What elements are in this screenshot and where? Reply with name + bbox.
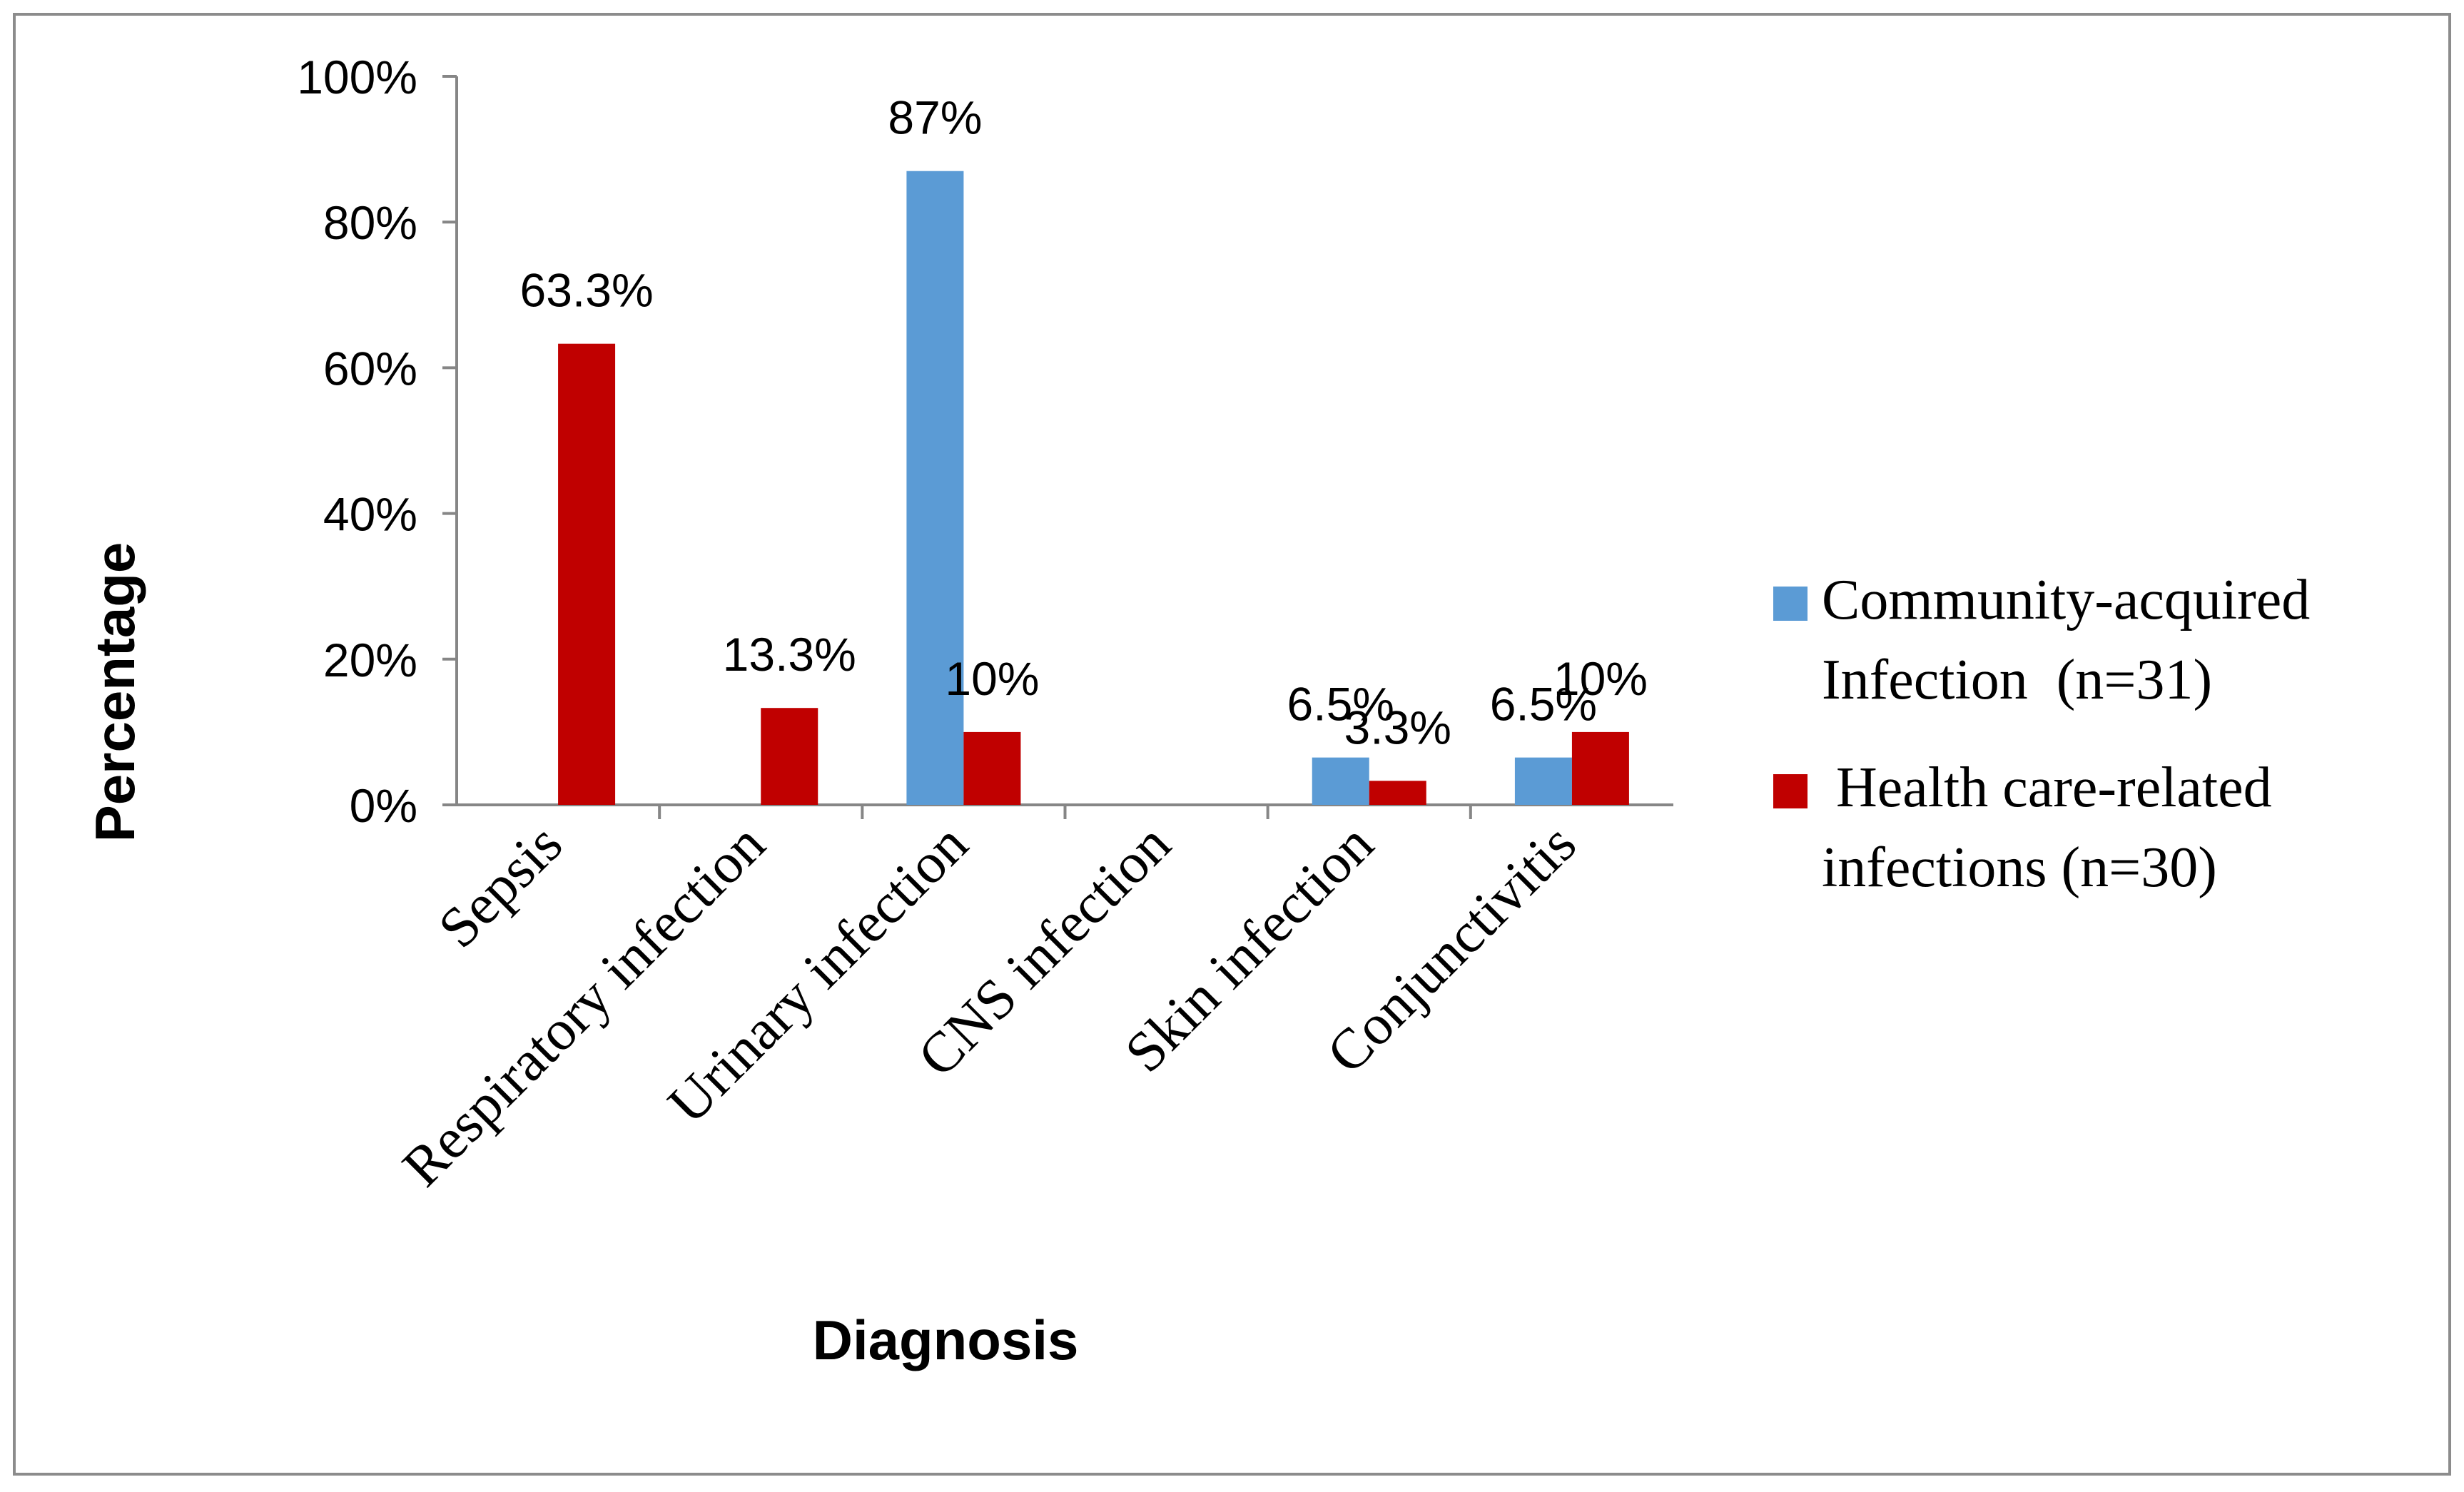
legend: Community-acquired Infection (n=31) Healt… bbox=[1773, 569, 2310, 899]
data-label: 3.3% bbox=[1344, 701, 1451, 753]
data-label: 6.5% bbox=[1490, 678, 1597, 731]
bar bbox=[963, 731, 1021, 805]
bar bbox=[1514, 757, 1572, 805]
data-label: 13.3% bbox=[723, 628, 856, 681]
chart-border bbox=[13, 13, 2451, 1476]
axes bbox=[442, 75, 1673, 819]
bar bbox=[1312, 757, 1369, 805]
bar bbox=[558, 343, 616, 805]
bars bbox=[558, 171, 1629, 806]
bar bbox=[761, 708, 818, 805]
y-tick-label: 20% bbox=[323, 634, 417, 686]
y-axis-title: Percentage bbox=[83, 542, 146, 843]
data-label: 10% bbox=[945, 652, 1039, 705]
data-label: 6.5% bbox=[1287, 678, 1394, 731]
y-tick-label: 0% bbox=[350, 779, 417, 832]
y-tick-labels: 0% 20% 40% 60% 80% 100% bbox=[297, 51, 417, 832]
legend-swatch bbox=[1773, 774, 1808, 808]
x-axis-title: Diagnosis bbox=[813, 1309, 1079, 1371]
data-label: 87% bbox=[888, 91, 982, 144]
y-tick-label: 80% bbox=[323, 196, 417, 249]
legend-swatch bbox=[1773, 587, 1808, 621]
y-tick-label: 40% bbox=[323, 488, 417, 541]
y-tick-label: 60% bbox=[323, 342, 417, 395]
bar bbox=[1571, 731, 1629, 805]
data-label: 10% bbox=[1553, 652, 1648, 705]
data-labels: 63.3%13.3%87%10% 6.5%3.3% 6.5%10% bbox=[520, 91, 1648, 754]
bar bbox=[1369, 781, 1426, 805]
legend-label: Community-acquired bbox=[1822, 569, 2310, 631]
legend-label: Infection (n=31) bbox=[1822, 649, 2212, 711]
legend-label: Health care-related bbox=[1822, 756, 2272, 819]
data-label: 63.3% bbox=[520, 264, 654, 317]
y-tick-label: 100% bbox=[297, 51, 417, 103]
legend-label: infections (n=30) bbox=[1822, 836, 2217, 899]
bar bbox=[906, 171, 964, 806]
